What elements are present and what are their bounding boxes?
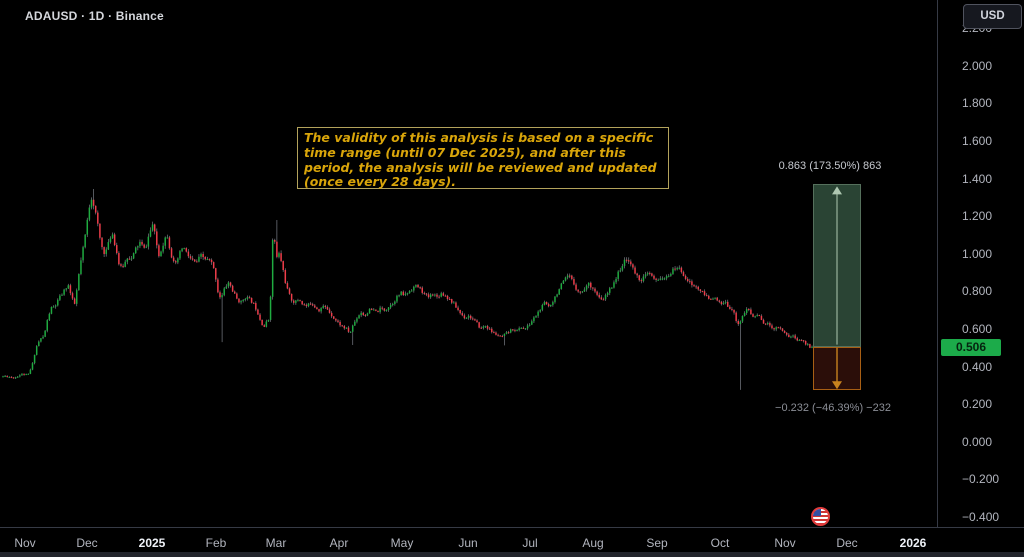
price-tick-label: 0.800	[962, 284, 993, 299]
time-tick-label: Oct	[710, 536, 730, 550]
time-tick-label: 2025	[138, 536, 166, 550]
long-position-profit-zone[interactable]	[813, 184, 861, 347]
price-tick-label: 2.000	[962, 58, 993, 73]
long-position-loss-zone[interactable]	[813, 346, 861, 391]
time-tick-label: Nov	[14, 536, 36, 550]
time-axis[interactable]: Nov Dec 2025 Feb Mar Apr May Jun Jul Aug Sep Oct Nov…	[0, 527, 1024, 553]
price-tick-label: −0.200	[962, 472, 1000, 487]
bottom-window-edge	[0, 552, 1024, 557]
symbol-title: ADAUSD · 1D · Binance	[25, 9, 164, 23]
price-tick-label: 1.600	[962, 134, 993, 148]
price-tick-label: 0.000	[962, 434, 993, 449]
time-tick-label: Dec	[836, 536, 858, 550]
target-price-label: 0.863 (173.50%) 863	[778, 160, 882, 173]
price-tick-label: 0.400	[962, 359, 993, 374]
analysis-note-box[interactable]: The validity of this analysis is based o…	[297, 127, 669, 189]
price-axis[interactable]: 0.506 2.2002.0001.8001.6001.4001.2001.00…	[937, 0, 1024, 527]
time-tick-label: Sep	[646, 536, 668, 550]
time-tick-label: Feb	[205, 536, 227, 550]
price-tick-label: 1.800	[962, 96, 993, 111]
price-tick-label: 1.000	[962, 246, 993, 261]
time-tick-label: Jul	[522, 536, 538, 550]
time-tick-label: Dec	[76, 536, 98, 550]
us-flag-event-icon[interactable]	[811, 507, 830, 526]
time-tick-label: Aug	[582, 536, 604, 550]
time-tick-label: Apr	[329, 536, 349, 550]
stop-price-label: −0.232 (−46.39%) −232	[775, 402, 891, 415]
price-tick-label: 0.600	[962, 322, 993, 336]
time-tick-label: Jun	[458, 536, 478, 550]
price-tick-label: −0.400	[962, 510, 1000, 524]
price-tick-label: 1.200	[962, 209, 993, 224]
price-tick-label: 1.400	[962, 171, 993, 186]
currency-usd-button[interactable]: USD	[963, 4, 1022, 29]
last-price-badge: 0.506	[941, 338, 1001, 356]
time-tick-label: May	[390, 536, 414, 550]
candlestick-chart-canvas[interactable]	[0, 0, 937, 527]
time-tick-label: 2026	[899, 536, 927, 550]
time-tick-label: Mar	[265, 536, 287, 550]
price-tick-label: 0.200	[962, 397, 993, 412]
time-tick-label: Nov	[774, 536, 796, 550]
